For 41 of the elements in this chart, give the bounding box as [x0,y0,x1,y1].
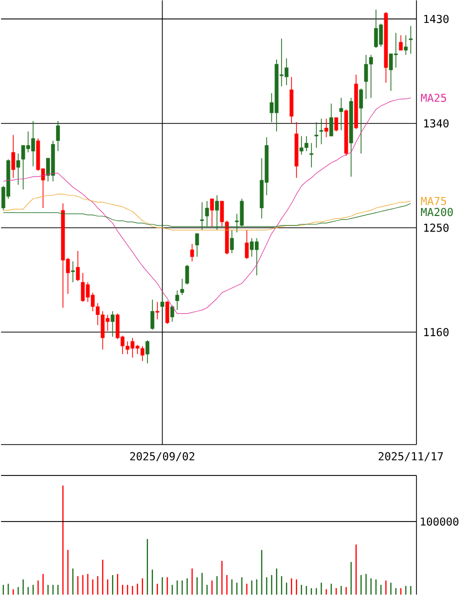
candlestick [329,103,334,136]
candlestick [244,230,249,260]
series-label: MA25 [421,94,446,102]
candlestick [185,264,190,285]
candlestick [110,310,114,338]
candlestick [408,26,413,54]
y-tick-label: 1250 [424,224,448,232]
candlestick [190,244,194,262]
candlestick [314,122,318,148]
series-label: MA75 [421,196,446,206]
candlestick [359,88,363,154]
candlestick [334,117,338,132]
candlestick [339,97,344,131]
candlestick [155,302,160,320]
candlestick [319,118,324,145]
y-tick-label: 1340 [424,119,448,128]
candlestick [210,198,214,227]
candlestick [160,290,164,310]
candlestick [230,230,234,254]
candlestick [145,340,150,364]
candlestick [398,34,403,51]
candlestick [165,300,170,324]
candlestick [180,278,184,296]
candlestick [309,142,314,168]
text: 100000 [420,517,458,526]
candlestick [195,233,199,258]
candlestick [76,250,80,282]
candlestick [70,260,75,283]
series-label: MA200 [421,208,453,216]
y-tick-label: 1160 [424,328,448,336]
candlestick [11,134,16,178]
x-tick-label: 2025/09/02 [130,452,194,462]
candlestick [56,120,60,152]
y-tick-label: 1430 [424,14,448,24]
candlestick [170,305,174,322]
candlestick [324,118,328,138]
candlestick [16,153,20,186]
candlestick [175,290,180,310]
candlestick [150,299,154,330]
x-tick-label: 2025/11/17 [378,452,443,462]
candlestick [404,34,408,56]
